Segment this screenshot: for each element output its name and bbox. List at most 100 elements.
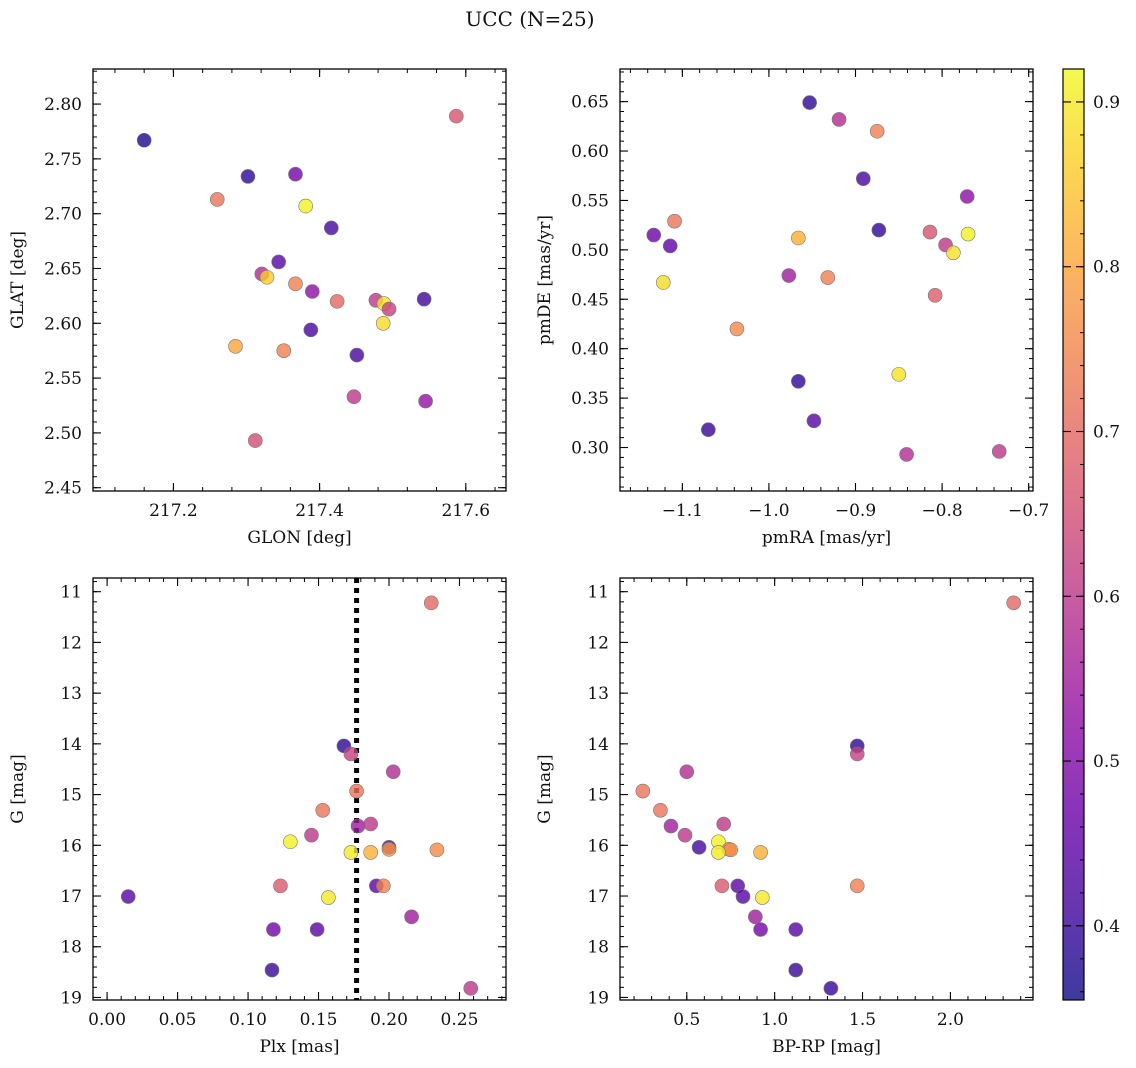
data-point <box>667 213 682 229</box>
y-tick-label: 0.35 <box>571 389 609 409</box>
data-point <box>849 878 865 894</box>
x-tick-label: −0.9 <box>835 501 876 521</box>
y-tick-label: 14 <box>60 735 82 755</box>
points <box>136 108 464 448</box>
colorbar-frame <box>1062 68 1085 1001</box>
data-point <box>346 389 362 405</box>
data-point <box>323 220 339 236</box>
major-ticks <box>93 578 506 1000</box>
y-tick-label: 11 <box>587 583 609 603</box>
y-tick-label: 16 <box>60 836 82 856</box>
colorbar-tick-label: 0.7 <box>1093 423 1120 443</box>
x-tick-label: −0.7 <box>1008 501 1049 521</box>
data-point <box>240 169 256 184</box>
data-point <box>802 95 817 110</box>
data-point <box>381 301 397 317</box>
y-tick-label: 15 <box>587 786 609 806</box>
y-tick-label: 0.30 <box>571 439 609 459</box>
points <box>120 595 479 996</box>
data-point <box>701 422 716 438</box>
y-tick-label: 2.55 <box>44 369 82 389</box>
x-tick-label: 217.6 <box>441 501 490 521</box>
data-point <box>755 890 770 905</box>
data-point <box>959 189 975 204</box>
y-tick-label: 0.50 <box>571 241 609 261</box>
y-tick-label: 2.80 <box>44 95 82 115</box>
data-point <box>729 321 745 337</box>
x-tick-label: 0.5 <box>673 1010 700 1030</box>
data-point <box>363 845 378 860</box>
data-point <box>247 433 263 448</box>
axes-frame <box>92 577 507 1001</box>
y-tick-label: 12 <box>60 633 82 653</box>
major-ticks <box>93 69 506 491</box>
data-point <box>679 764 695 780</box>
data-point <box>823 981 839 996</box>
axes-frame <box>92 68 507 492</box>
x-axis-label: GLON [deg] <box>247 528 351 548</box>
major-ticks <box>620 69 1033 491</box>
data-point <box>855 171 871 187</box>
data-point <box>723 842 739 858</box>
data-point <box>404 909 419 925</box>
y-tick-label: 14 <box>587 735 609 755</box>
y-tick-label: 2.60 <box>44 314 82 334</box>
y-tick-label: 0.55 <box>571 191 609 211</box>
data-point <box>899 447 914 462</box>
data-point <box>276 343 292 358</box>
data-point <box>946 245 961 261</box>
data-point <box>303 322 319 338</box>
data-point <box>376 878 391 894</box>
data-point <box>831 112 847 127</box>
data-point <box>653 803 668 818</box>
data-point <box>429 842 445 858</box>
y-tick-label: 0.65 <box>571 93 609 113</box>
x-tick-label: 1.0 <box>761 1010 788 1030</box>
data-point <box>922 224 938 240</box>
data-point <box>343 845 359 860</box>
points <box>646 95 1007 462</box>
data-point <box>788 962 804 978</box>
y-tick-label: 13 <box>60 684 82 704</box>
y-tick-label: 17 <box>587 887 609 907</box>
y-axis-label: G [mag] <box>535 754 555 823</box>
y-axis-label: pmDE [mas/yr] <box>535 215 555 345</box>
y-tick-label: 0.60 <box>571 142 609 162</box>
data-point <box>349 347 365 363</box>
data-point <box>711 845 726 860</box>
y-tick-label: 2.45 <box>44 479 82 499</box>
colorbar-tick-label: 0.4 <box>1093 917 1120 937</box>
y-tick-label: 12 <box>587 633 609 653</box>
points <box>635 595 1021 996</box>
data-point <box>298 198 314 214</box>
data-point <box>753 922 768 937</box>
data-point <box>309 922 325 937</box>
y-tick-label: 2.50 <box>44 424 82 444</box>
x-tick-label: 2.0 <box>937 1010 964 1030</box>
axes-frame <box>619 577 1034 1001</box>
data-point <box>1006 595 1021 611</box>
y-tick-label: 2.65 <box>44 259 82 279</box>
data-point <box>991 444 1007 459</box>
data-point <box>259 269 275 285</box>
x-tick-label: 0.10 <box>229 1010 267 1030</box>
x-tick-label: −1.1 <box>662 501 703 521</box>
colorbar-tick-label: 0.9 <box>1093 93 1120 113</box>
panels: 217.2 217.4 217.6 2.45 2.50 2.55 2.60 2.65 2.70 2… <box>8 68 1049 1057</box>
y-tick-label: 16 <box>587 836 609 856</box>
data-point <box>418 393 433 409</box>
y-tick-label: 2.75 <box>44 150 82 170</box>
y-axis-label: G [mag] <box>8 754 28 823</box>
x-tick-label: 0.05 <box>159 1010 197 1030</box>
data-point <box>781 268 797 283</box>
x-tick-label: 0.20 <box>370 1010 408 1030</box>
data-point <box>288 276 303 292</box>
y-tick-label: 13 <box>587 684 609 704</box>
data-point <box>228 339 243 354</box>
data-point <box>266 922 281 937</box>
data-point <box>315 803 331 818</box>
data-point <box>350 818 366 834</box>
data-point <box>655 275 671 290</box>
data-point <box>264 962 280 978</box>
data-point <box>735 889 751 904</box>
